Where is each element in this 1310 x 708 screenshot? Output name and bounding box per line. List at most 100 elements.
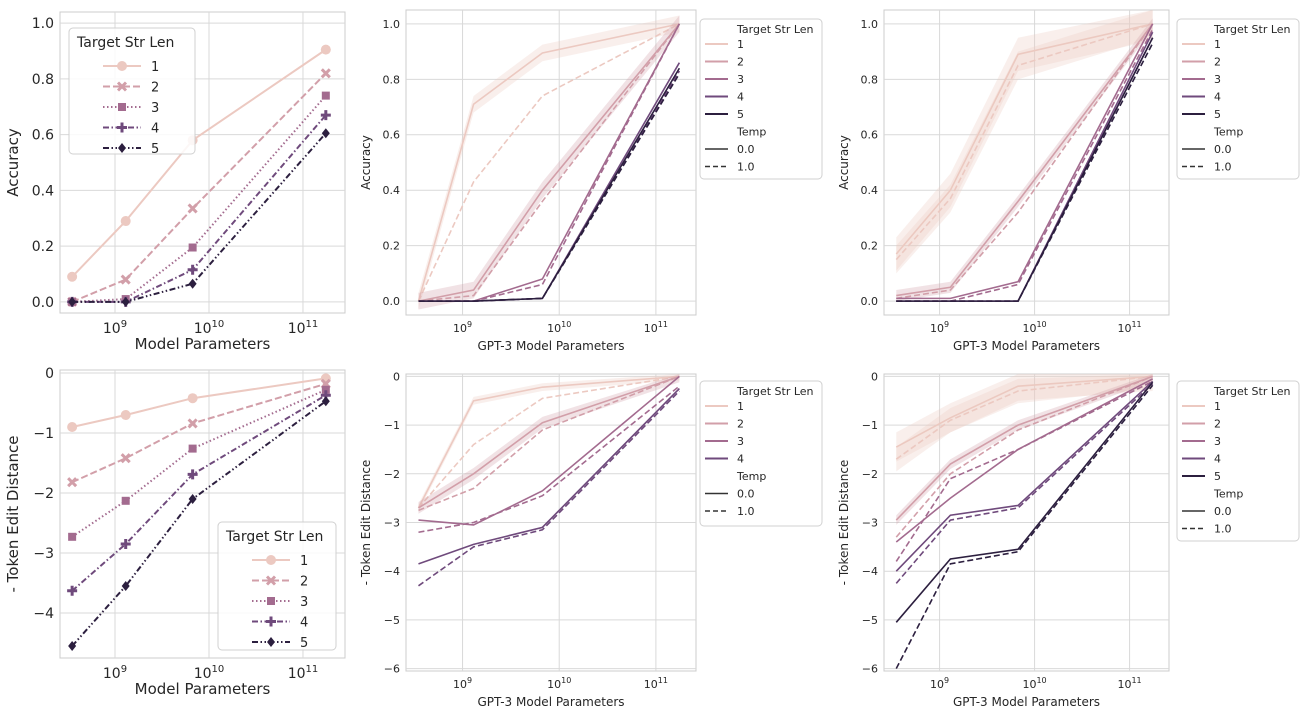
legend-title: Target Str Len (76, 35, 174, 51)
legend-label: 4 (151, 122, 159, 137)
x-tick-label: 1011 (288, 319, 319, 337)
legend-label: 4 (300, 616, 308, 631)
data-point (320, 44, 331, 55)
series-5-temp-1.0 (896, 42, 1154, 302)
data-point (321, 91, 330, 100)
y-tick-label: −2 (384, 468, 400, 481)
series-line (71, 382, 327, 484)
data-point (187, 418, 198, 429)
y-axis-label: - Token Edit Distance (837, 460, 851, 586)
series-line (72, 114, 327, 303)
series-3-temp-0.0 (896, 23, 1154, 300)
legend-label: 1 (151, 60, 159, 75)
x-tick-label: 1011 (644, 676, 668, 691)
legend-label: 5 (1214, 470, 1221, 483)
legend-label: 5 (300, 636, 308, 651)
series-line (418, 390, 680, 587)
series-5-temp-1.0 (895, 384, 1154, 669)
series-line (71, 400, 327, 647)
series-1-temp-0.0 (895, 374, 1153, 462)
legend-label: 2 (151, 81, 159, 96)
confidence-band (896, 374, 1153, 525)
legend: Target Str Len 1 2 3 4 5 Temp 0.0 1.0 (1176, 18, 1300, 180)
data-point (187, 469, 198, 480)
y-axis-label: - Token Edit Distance (4, 435, 22, 592)
series-line (417, 375, 680, 509)
confidence-band (896, 374, 1153, 472)
series-line (896, 23, 1154, 297)
y-tick-label: 0 (45, 366, 54, 382)
series-line (418, 375, 680, 526)
series-2-temp-0.0 (895, 374, 1153, 525)
legend-label: 4 (737, 453, 744, 466)
series-line (895, 375, 1153, 521)
legend-temp-label: 1.0 (1214, 523, 1232, 536)
series-2 (67, 378, 331, 488)
series-3-temp-0.0 (418, 375, 680, 526)
y-tick-label: −2 (33, 486, 54, 502)
series-line (895, 383, 1154, 584)
series-1-temp-0.0 (417, 15, 680, 310)
legend-temp-title: Temp (1213, 488, 1243, 501)
data-point (121, 496, 130, 505)
legend-temp-label: 0.0 (737, 488, 755, 501)
series-3 (68, 385, 330, 541)
legend-label: 3 (1214, 73, 1221, 86)
data-point (188, 278, 197, 289)
legend-temp-title: Temp (736, 470, 766, 483)
series-5 (68, 128, 330, 307)
series-line (72, 132, 327, 303)
legend-label: 4 (737, 91, 744, 104)
legend-temp-label: 0.0 (737, 143, 755, 156)
series-line (71, 48, 327, 278)
series-line (418, 23, 680, 302)
x-tick-label: 109 (930, 676, 949, 691)
y-axis-label: - Token Edit Distance (359, 460, 373, 586)
legend-marker (118, 103, 126, 111)
legend-label: 3 (1214, 435, 1221, 448)
confidence-band (418, 374, 680, 514)
legend-label: 1 (1214, 38, 1221, 51)
data-point (120, 410, 131, 420)
y-tick-label: 1.0 (861, 18, 879, 31)
confidence-band (896, 374, 1153, 462)
legend-title: Target Str Len (736, 385, 814, 398)
legend-label: 2 (737, 418, 744, 431)
legend-label: 4 (1214, 453, 1221, 466)
legend-marker (267, 637, 275, 647)
legend-label: 2 (737, 56, 744, 69)
x-tick-label: 109 (103, 664, 127, 682)
legend-temp-title: Temp (736, 126, 766, 139)
legend-label: 5 (1214, 108, 1221, 121)
series-line (895, 23, 1153, 255)
data-point (120, 216, 131, 227)
x-axis-label: GPT-3 Model Parameters (477, 695, 624, 708)
y-tick-label: 0.6 (861, 129, 879, 142)
legend-label: 3 (151, 101, 159, 116)
legend-label: 3 (300, 595, 308, 610)
series-line (418, 23, 681, 302)
series-line (896, 23, 1154, 300)
legend-temp-label: 1.0 (737, 505, 755, 518)
data-point (188, 243, 197, 252)
legend-marker (267, 597, 275, 605)
chart-p6: 0 −1 −2 −3 −4 −5 −6 109 1010 1011 GPT-3 Model Para… (837, 370, 1300, 708)
y-axis-label: Accuracy (359, 135, 373, 190)
data-point (188, 444, 197, 453)
x-axis-label: GPT-3 Model Parameters (953, 339, 1100, 353)
legend-title: Target Str Len (1213, 385, 1291, 398)
y-tick-label: −1 (384, 419, 400, 432)
y-tick-label: −4 (384, 565, 400, 578)
y-tick-label: −4 (862, 565, 878, 578)
x-tick-label: 1011 (1117, 676, 1141, 691)
legend-title: Target Str Len (1213, 23, 1291, 36)
series-2-temp-1.0 (418, 375, 680, 512)
x-axis-label: Model Parameters (135, 335, 271, 353)
legend-label: 2 (1214, 418, 1221, 431)
legend-marker (266, 616, 276, 627)
y-tick-label: −4 (33, 606, 54, 622)
legend-label: 4 (1214, 91, 1221, 104)
x-tick-label: 1010 (1022, 320, 1046, 335)
y-tick-label: −1 (33, 426, 54, 442)
